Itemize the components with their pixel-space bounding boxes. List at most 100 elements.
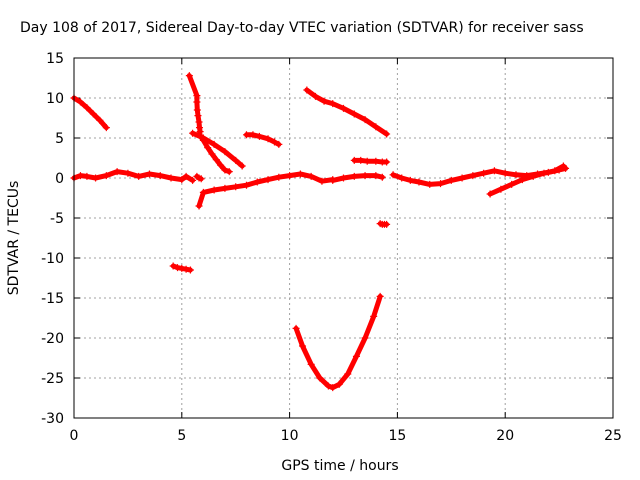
data-point — [372, 123, 380, 131]
data-point — [352, 352, 360, 360]
data-point — [551, 167, 559, 175]
data-point — [383, 130, 391, 138]
chart-title: Day 108 of 2017, Sidereal Day-to-day VTE… — [20, 20, 584, 36]
data-point — [221, 166, 229, 174]
data-point — [124, 169, 132, 177]
data-point — [232, 156, 240, 164]
data-point — [363, 157, 371, 165]
data-point — [437, 180, 445, 188]
data-point — [447, 176, 455, 184]
series-2 — [169, 262, 194, 274]
data-point — [167, 174, 175, 182]
data-point — [329, 384, 337, 392]
data-point — [480, 169, 488, 177]
data-point — [173, 264, 181, 272]
x-tick-label: 25 — [604, 428, 622, 444]
data-point — [89, 110, 97, 118]
data-point — [271, 138, 279, 146]
data-point — [292, 324, 300, 332]
data-point — [193, 98, 201, 106]
series-9 — [292, 292, 384, 392]
plot-frame — [73, 57, 614, 419]
data-point — [178, 176, 186, 184]
data-point — [195, 202, 203, 210]
data-point — [204, 144, 212, 152]
data-point — [508, 180, 516, 188]
data-point — [307, 172, 315, 180]
series-trace — [190, 130, 245, 169]
series-4 — [195, 130, 233, 176]
x-tick-label: 20 — [496, 428, 514, 444]
data-point — [178, 264, 186, 272]
data-point — [378, 173, 386, 181]
data-point — [232, 183, 240, 191]
data-point — [350, 156, 358, 164]
data-point — [497, 185, 505, 193]
data-point — [286, 172, 294, 180]
series-12 — [376, 220, 391, 228]
data-point — [102, 172, 110, 180]
series-14 — [486, 162, 567, 198]
data-point — [76, 172, 84, 180]
data-points — [70, 72, 570, 392]
data-point — [264, 135, 272, 143]
data-point — [197, 175, 205, 183]
data-point — [169, 262, 177, 270]
series-0 — [70, 168, 197, 184]
y-tick-label: -30 — [41, 411, 64, 427]
series-trace — [71, 169, 196, 183]
data-point — [199, 188, 207, 196]
y-tick-label: -25 — [41, 371, 64, 387]
data-point — [135, 172, 143, 180]
data-point — [210, 140, 218, 148]
data-point — [361, 334, 369, 342]
data-point — [225, 168, 233, 176]
data-point — [242, 181, 250, 189]
data-point — [383, 158, 391, 166]
y-tick-label: -20 — [41, 331, 64, 347]
series-10 — [303, 86, 391, 138]
series-3 — [185, 72, 204, 136]
data-point — [76, 98, 84, 106]
data-point — [458, 174, 466, 182]
data-point — [275, 173, 283, 181]
data-point — [275, 140, 283, 148]
y-axis-label: SDTVAR / TECUs — [6, 181, 22, 296]
data-point — [212, 156, 220, 164]
data-point — [329, 176, 337, 184]
data-point — [370, 312, 378, 320]
data-point — [361, 172, 369, 180]
data-point — [486, 190, 494, 198]
data-point — [189, 129, 197, 137]
y-tick-label: -5 — [50, 211, 64, 227]
series-6 — [242, 131, 283, 148]
data-point — [242, 131, 250, 139]
data-point — [83, 172, 91, 180]
data-point — [398, 174, 406, 182]
y-tick-label: 0 — [55, 171, 64, 187]
series-1 — [70, 94, 110, 132]
data-point — [415, 178, 423, 186]
data-point — [518, 176, 526, 184]
data-point — [189, 176, 197, 184]
y-tick-label: 10 — [46, 91, 64, 107]
data-point — [221, 148, 229, 156]
data-point — [426, 180, 434, 188]
data-point — [389, 171, 397, 179]
data-point — [311, 92, 319, 100]
data-point — [340, 174, 347, 182]
data-point — [299, 342, 307, 350]
data-point — [335, 380, 343, 388]
data-point — [210, 186, 218, 194]
series-trace — [71, 95, 109, 131]
data-point — [264, 176, 272, 184]
data-point — [238, 162, 246, 170]
data-point — [255, 132, 263, 140]
series-trace — [196, 131, 232, 175]
data-point — [199, 134, 207, 142]
data-point — [217, 161, 225, 169]
data-point — [501, 169, 509, 177]
data-point — [156, 172, 164, 180]
series-7 — [195, 170, 337, 210]
